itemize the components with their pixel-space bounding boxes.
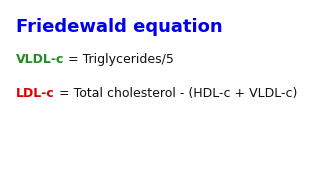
Text: Clin Chem. 1972;18:499-502.: Clin Chem. 1972;18:499-502. [64,154,256,167]
Text: Friedewald equation: Friedewald equation [16,18,223,36]
Text: = Triglycerides/5: = Triglycerides/5 [64,53,174,66]
Text: VLDL-c: VLDL-c [16,53,64,66]
Text: = Total cholesterol - (HDL-c + VLDL-c): = Total cholesterol - (HDL-c + VLDL-c) [55,87,297,100]
Text: LDL-c: LDL-c [16,87,55,100]
